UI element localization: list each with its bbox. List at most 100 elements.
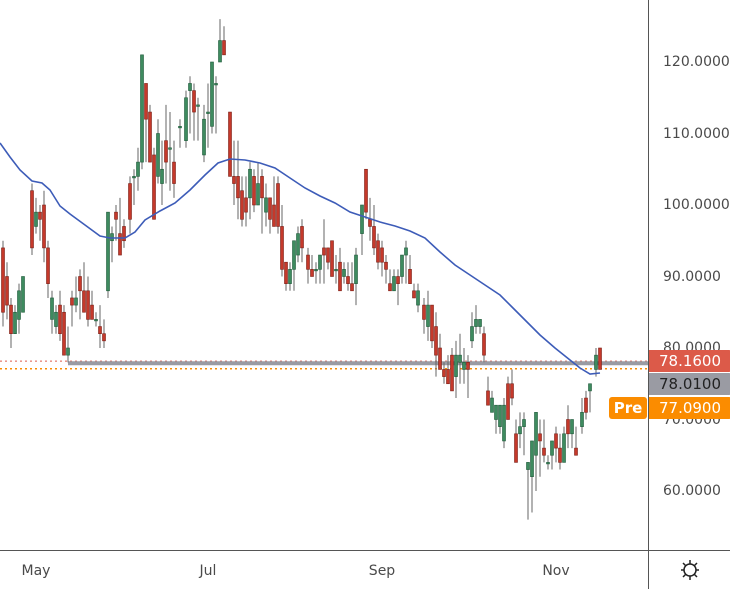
candle-body — [122, 226, 126, 242]
candle-body — [248, 168, 252, 199]
candle-body — [490, 397, 494, 413]
candle-body — [530, 440, 534, 478]
chart-settings-button[interactable] — [648, 550, 730, 589]
candle-body — [156, 133, 160, 177]
sun-gear-icon — [680, 560, 699, 580]
candle-body — [594, 354, 598, 370]
last-price-badge: 78.1600 — [649, 350, 730, 372]
candle-body — [164, 140, 168, 163]
candle-body — [494, 404, 498, 420]
candle-body — [426, 304, 430, 327]
candle-body — [21, 276, 25, 313]
candle-body — [534, 412, 538, 456]
candle-body — [288, 269, 292, 284]
candle-body — [1, 247, 5, 313]
candle-body — [128, 183, 132, 220]
candle-body — [114, 211, 118, 220]
chart-plot-area[interactable]: Pre — [0, 0, 648, 550]
candle-body — [416, 290, 420, 306]
candle-body — [276, 183, 280, 227]
candle-body — [86, 290, 90, 320]
candle-body — [300, 226, 304, 249]
candle-body — [206, 111, 210, 114]
candle-body — [58, 304, 62, 335]
candle-body — [346, 276, 350, 284]
time-axis[interactable]: May Jul Sep Nov — [0, 550, 648, 589]
candle-body — [558, 447, 562, 463]
candle-body — [160, 168, 164, 184]
candle-body — [232, 176, 236, 184]
candle-body — [330, 240, 334, 277]
candle-body — [486, 390, 490, 406]
candle-body — [70, 297, 74, 306]
candle-body — [354, 254, 358, 284]
candle-body — [136, 161, 140, 177]
candle-body — [580, 412, 584, 427]
candle-body — [334, 269, 338, 272]
candle-body — [498, 404, 502, 427]
candle-body — [252, 176, 256, 206]
candle-body — [240, 190, 244, 220]
candle-body — [17, 290, 21, 320]
candle-body — [222, 40, 226, 56]
candle-body — [450, 354, 454, 392]
candle-body — [196, 104, 200, 107]
candle-body — [110, 233, 114, 242]
price-tick-label: 120.0000 — [663, 54, 730, 70]
candlestick-chart — [0, 19, 648, 520]
candle-body — [412, 290, 416, 299]
candle-body — [54, 311, 58, 327]
candle-body — [338, 261, 342, 292]
candle-body — [574, 447, 578, 456]
candle-body — [478, 319, 482, 327]
candle-body — [148, 111, 152, 163]
candle-body — [172, 161, 176, 184]
price-axis[interactable]: 120.0000 110.0000 100.0000 90.0000 80.0000 70… — [648, 0, 730, 550]
time-tick-label: Nov — [542, 563, 570, 579]
candle-body — [74, 297, 78, 306]
candle-body — [168, 147, 172, 150]
candle-body — [380, 247, 384, 263]
candle-body — [184, 97, 188, 141]
candle-body — [78, 276, 82, 292]
pre-market-label: Pre — [609, 397, 647, 419]
candle-body — [404, 247, 408, 256]
candle-body — [306, 254, 310, 270]
candle-body — [46, 247, 50, 284]
price-tick-label: 110.0000 — [663, 125, 730, 142]
candle-body — [272, 204, 276, 227]
prev-close-badge: 78.0100 — [649, 373, 730, 395]
candle-body — [598, 347, 602, 370]
candle-body — [566, 419, 570, 435]
candle-body — [506, 383, 510, 420]
price-tick-label: 100.0000 — [663, 197, 730, 213]
candle-body — [364, 168, 368, 213]
candle-body — [570, 419, 574, 435]
candle-body — [384, 261, 388, 270]
candle-body — [482, 333, 486, 356]
candle-body — [260, 176, 264, 199]
candle-body — [144, 83, 148, 120]
candle-body — [470, 326, 474, 342]
candle-body — [438, 347, 442, 370]
candle-body — [188, 83, 192, 91]
candle-body — [62, 311, 66, 356]
price-tick-label: 90.0000 — [663, 268, 721, 285]
candle-body — [314, 269, 318, 272]
candle-body — [454, 354, 458, 377]
candle-body — [562, 433, 566, 463]
candle-body — [458, 354, 462, 363]
candle-body — [466, 361, 470, 370]
candle-body — [256, 183, 260, 206]
candle-body — [550, 440, 554, 456]
candle-body — [322, 247, 326, 256]
candle-body — [368, 219, 372, 227]
candle-body — [514, 433, 518, 463]
candle-body — [296, 233, 300, 256]
candle-body — [546, 462, 550, 465]
candle-body — [82, 290, 86, 313]
candle-body — [244, 197, 248, 213]
candle-body — [408, 269, 412, 284]
candle-body — [434, 326, 438, 356]
moving-average-line — [0, 142, 601, 375]
